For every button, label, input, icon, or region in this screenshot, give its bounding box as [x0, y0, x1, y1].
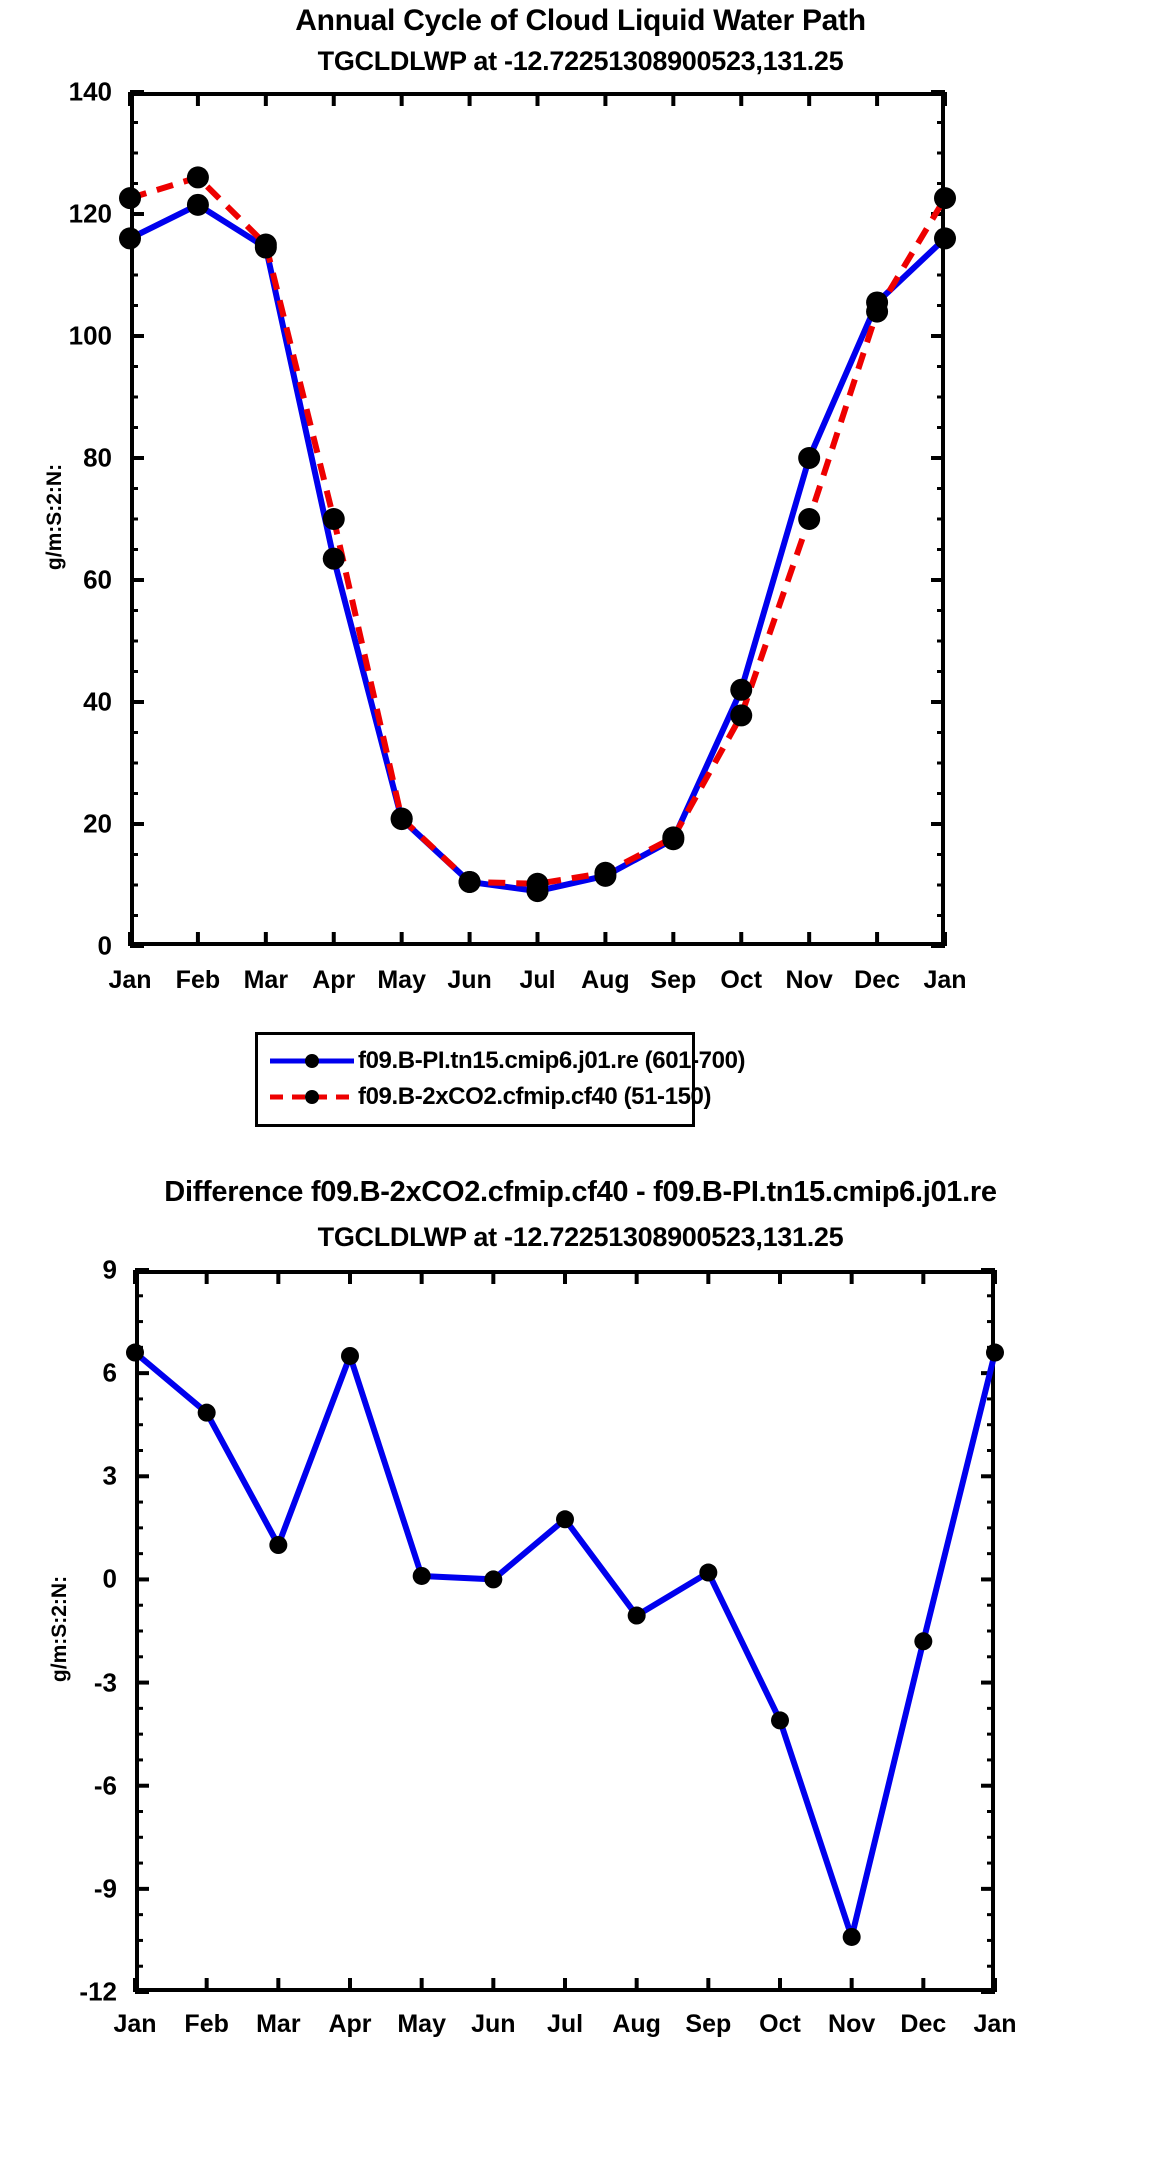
legend-item-series2: f09.B-2xCO2.cfmip.cf40 (51-150): [268, 1079, 711, 1115]
x-tick-label: Apr: [328, 2010, 372, 2038]
y-tick-label: 9: [102, 1254, 117, 1285]
y-tick-label: 60: [83, 564, 112, 595]
top-chart-canvas: [119, 90, 956, 948]
x-tick-label: Jun: [447, 966, 492, 994]
x-tick-label: Dec: [900, 2010, 947, 2038]
y-tick-label: -9: [93, 1873, 117, 1904]
x-tick-label: Feb: [175, 966, 221, 994]
bottom-chart-subtitle: TGCLDLWP at -12.72251308900523,131.25: [317, 1222, 844, 1252]
x-tick-label: Apr: [312, 966, 356, 994]
x-tick-label: Jun: [471, 2010, 516, 2038]
x-tick-label: Jul: [519, 966, 556, 994]
y-tick-label: 0: [97, 930, 112, 961]
bottom-chart-plot-area: [126, 1268, 1004, 1994]
bottom-chart-title: Difference f09.B-2xCO2.cfmip.cf40 - f09.…: [164, 1176, 997, 1208]
y-tick-label: -12: [79, 1976, 117, 2007]
legend: f09.B-PI.tn15.cmip6.j01.re (601-700) f09…: [255, 1032, 746, 1127]
x-tick-label: Dec: [854, 966, 901, 994]
y-tick-label: 100: [68, 320, 112, 351]
x-tick-label: Jul: [546, 2010, 584, 2038]
x-tick-label: Aug: [612, 2010, 661, 2038]
y-tick-label: -6: [93, 1770, 117, 1801]
legend-swatch-series2: [270, 1090, 354, 1104]
legend-label-series1: f09.B-PI.tn15.cmip6.j01.re (601-700): [358, 1047, 746, 1074]
y-tick-label: 140: [68, 76, 112, 107]
top-chart-subtitle: TGCLDLWP at -12.72251308900523,131.25: [317, 46, 844, 76]
x-tick-label: Sep: [650, 966, 697, 994]
top-chart-y-axis-label: g/m:S:2:N:: [43, 463, 66, 571]
x-tick-label: Nov: [828, 2010, 876, 2038]
x-tick-label: Oct: [759, 2010, 801, 2038]
y-tick-label: 120: [68, 198, 112, 229]
y-tick-label: 0: [102, 1563, 117, 1594]
y-tick-label: -3: [93, 1667, 117, 1698]
y-tick-label: 80: [83, 442, 112, 473]
x-tick-label: May: [397, 2010, 446, 2038]
y-tick-label: 20: [83, 808, 112, 839]
x-tick-label: Aug: [581, 966, 630, 994]
top-chart-plot-area: [119, 90, 956, 948]
x-tick-label: Jan: [108, 966, 152, 994]
y-tick-label: 6: [102, 1357, 117, 1388]
x-tick-label: Feb: [184, 2010, 229, 2038]
x-tick-label: Jan: [973, 2010, 1017, 2038]
x-tick-label: Sep: [685, 2010, 732, 2038]
top-chart-title: Annual Cycle of Cloud Liquid Water Path: [295, 4, 866, 37]
legend-item-series1: f09.B-PI.tn15.cmip6.j01.re (601-700): [268, 1043, 746, 1079]
x-tick-label: Oct: [720, 966, 763, 994]
x-tick-label: Nov: [785, 966, 833, 994]
x-tick-label: May: [377, 966, 426, 994]
x-tick-label: Mar: [256, 2010, 301, 2038]
bottom-chart-y-axis-label: g/m:S:2:N:: [48, 1575, 71, 1683]
y-tick-label: 3: [102, 1460, 117, 1491]
legend-swatch-series1: [270, 1054, 354, 1068]
legend-label-series2: f09.B-2xCO2.cfmip.cf40 (51-150): [358, 1083, 712, 1110]
x-tick-label: Jan: [113, 2010, 157, 2038]
y-tick-label: 40: [83, 686, 112, 717]
bottom-chart-canvas: [126, 1268, 1004, 1994]
x-tick-label: Mar: [243, 966, 289, 994]
x-tick-label: Jan: [923, 966, 967, 994]
